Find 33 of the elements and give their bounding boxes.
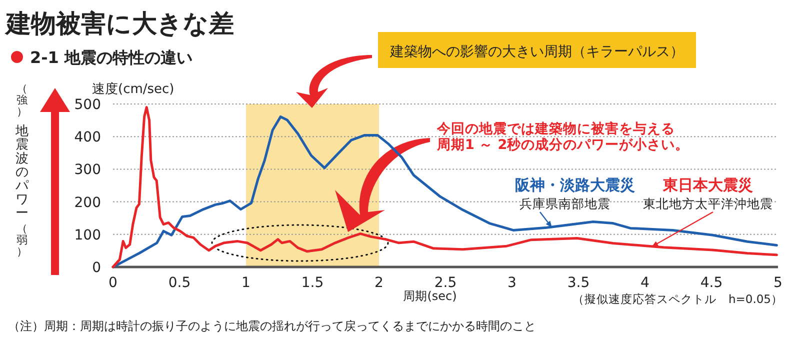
text: 東日本大震災	[662, 176, 753, 194]
x-tick-label: 3	[508, 275, 516, 291]
y-tick-label: 200	[74, 194, 101, 211]
annotation: 兵庫県南部地震	[520, 196, 610, 211]
annotation: 今回の地震では建築物に被害を与える	[436, 120, 675, 137]
x-tick-label: 0	[108, 275, 118, 291]
x-tick-label: 4	[640, 275, 650, 291]
x-tick-label: 4.5	[700, 275, 723, 291]
x-tick-label: 2.5	[434, 275, 457, 291]
x-tick-label: 0.5	[168, 275, 191, 291]
y-tick-label: 500	[74, 97, 101, 113]
text: （弱）	[16, 222, 28, 258]
x-axis-title: 周期(sec)	[403, 289, 457, 303]
x-tick-label: 1.5	[301, 275, 324, 291]
x-tick-label: 1	[242, 275, 250, 291]
text: 地震波のパワー	[14, 124, 30, 221]
y-axis-title: 速度(cm/sec)	[92, 81, 174, 97]
x-tick-label: 2	[374, 275, 384, 291]
y-tick-label: 0	[92, 260, 101, 276]
annotation: 周期1 ～ 2秒の成分のパワーが小さい。	[436, 137, 690, 153]
y-tick-label: 100	[74, 227, 101, 244]
annotation: 東北地方太平洋沖地震	[643, 196, 773, 211]
text: （注）周期：周期は時計の振り子のように地震の揺れが行って戻ってくるまでにかかる時間のこと	[8, 319, 536, 333]
chart-subtitle: 2-1 地震の特性の違い	[30, 48, 192, 67]
text: （強）	[16, 82, 28, 118]
text: （擬似速度応答スペクトル h=0.05）	[572, 292, 783, 306]
chart-title: 建物被害に大きな差	[4, 9, 234, 38]
y-tick-label: 400	[74, 130, 101, 146]
y-tick-label: 300	[74, 162, 101, 178]
x-tick-label: 3.5	[567, 275, 590, 291]
x-tick-label: 5	[774, 275, 782, 291]
text: 建築物への影響の大きい周期（キラーパルス）	[389, 44, 684, 60]
text: 阪神・淡路大震災	[515, 176, 635, 194]
